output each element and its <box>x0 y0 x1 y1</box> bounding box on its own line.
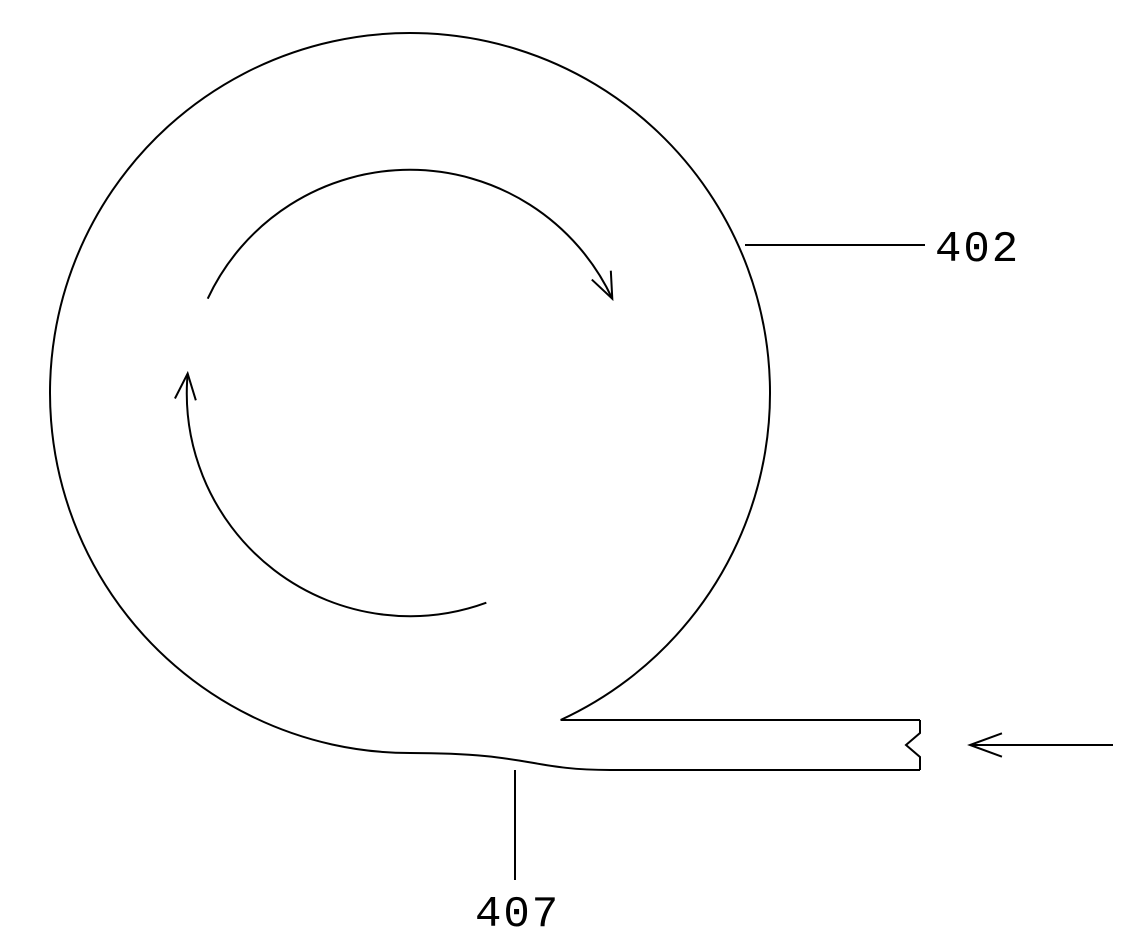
diagram-canvas <box>0 0 1123 949</box>
label-407: 407 <box>475 890 560 940</box>
label-402: 402 <box>935 225 1020 275</box>
